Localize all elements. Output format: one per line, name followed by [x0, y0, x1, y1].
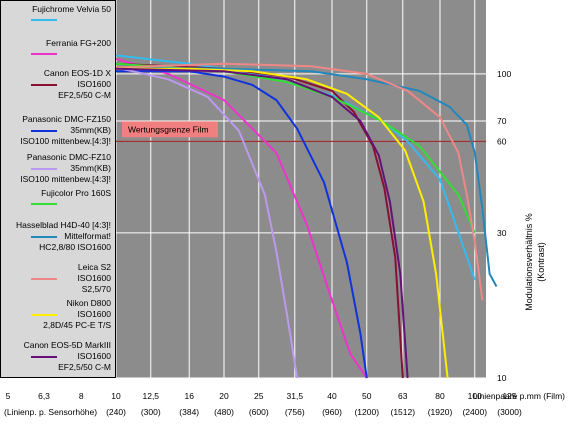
- sensor-tick-label-6: (960): [322, 407, 342, 417]
- legend-entry-0: Fujichrome Velvia 50: [1, 4, 115, 21]
- legend-swatch: [31, 203, 57, 205]
- legend-text: S2,5/70: [81, 284, 111, 294]
- legend-text: 35mm(KB): [70, 163, 111, 173]
- legend-text: ISO100 mittenbew.[4:3]!: [20, 174, 111, 184]
- series-line-9: [115, 67, 409, 379]
- legend-text: ISO1600: [77, 309, 111, 319]
- series-line-1: [115, 57, 368, 379]
- legend-swatch: [31, 130, 57, 132]
- legend-text: ISO1600: [77, 351, 111, 361]
- x-tick-label-13: 100: [468, 391, 482, 401]
- x-tick-label-1: 6,3: [38, 391, 50, 401]
- series-line-8: [116, 67, 449, 379]
- legend-entry-5: Fujicolor Pro 160S: [1, 188, 115, 205]
- legend-text: ISO1600: [77, 273, 111, 283]
- legend-entry-4: Panasonic DMC-FZ10 35mm(KB) ISO100 mittenb…: [1, 152, 115, 185]
- y-axis-label: Modulationsverhältnis %: [524, 213, 534, 311]
- sensor-tick-label-9: (1920): [428, 407, 453, 417]
- x-tick-label-7: 25: [254, 391, 264, 401]
- legend-entry-8: Nikon D800 ISO1600 2,8D/45 PC-E T/S: [1, 298, 115, 331]
- sensor-tick-labels: (240) (300) (384) (480) (600) (756) (960) (1200…: [106, 407, 522, 417]
- legend-text: EF2,5/50 C-M: [58, 362, 111, 372]
- series-lines: [115, 54, 498, 379]
- sensor-tick-label-11: (3000): [497, 407, 522, 417]
- x-tick-label-9: 40: [327, 391, 337, 401]
- x-tick-label-0: 5: [6, 391, 11, 401]
- y-tick-label-4: 10: [497, 373, 507, 383]
- x-tick-label-5: 16: [184, 391, 194, 401]
- y-axis-label-2: (Kontrast): [536, 242, 546, 282]
- x-tick-label-11: 63: [398, 391, 408, 401]
- legend-swatch: [31, 314, 57, 316]
- legend-text: EF2,5/50 C-M: [58, 90, 111, 100]
- legend-text: HC2,8/80 ISO1600: [39, 242, 111, 252]
- y-tick-label-1: 70: [497, 116, 507, 126]
- legend-text: Canon EOS-5D MarkIII: [23, 340, 111, 350]
- series-line-4: [115, 66, 299, 379]
- legend-entry-1: Ferrania FG+200: [1, 38, 115, 55]
- legend-entry-6: Hasselblad H4D-40 [4:3]! Mittelformat! HC2…: [1, 220, 115, 253]
- sensor-tick-label-8: (1512): [390, 407, 415, 417]
- legend-text: ISO100 mittenbew.[4:3]!: [20, 136, 111, 146]
- threshold-label-box: [122, 121, 218, 138]
- legend-text: 2,8D/45 PC-E T/S: [43, 320, 111, 330]
- x-tick-label-8: 31,5: [287, 391, 304, 401]
- threshold-group: Wertungsgrenze Film: [116, 121, 486, 142]
- sensor-tick-label-7: (1200): [354, 407, 379, 417]
- threshold-label: Wertungsgrenze Film: [128, 124, 209, 134]
- sensor-tick-label-5: (756): [285, 407, 305, 417]
- legend-text: Hasselblad H4D-40 [4:3]!: [16, 220, 111, 230]
- legend-text: Nikon D800: [66, 298, 111, 308]
- legend-swatch: [31, 236, 57, 238]
- legend-text: Fujicolor Pro 160S: [41, 188, 111, 198]
- plot-area: [116, 0, 486, 378]
- legend: Fujichrome Velvia 50 Ferrania FG+200 Canon…: [0, 0, 116, 378]
- legend-entry-7: Leica S2 ISO1600 S2,5/70: [1, 262, 115, 295]
- x-tick-label-10: 50: [362, 391, 372, 401]
- y-tick-labels: 100 70 60 30 10: [497, 69, 511, 383]
- sensor-tick-label-0: (240): [106, 407, 126, 417]
- series-line-6: [115, 66, 498, 287]
- legend-text: Ferrania FG+200: [46, 38, 111, 48]
- sensor-tick-label-2: (384): [179, 407, 199, 417]
- series-line-3: [116, 70, 368, 379]
- sensor-tick-label-1: (300): [141, 407, 161, 417]
- series-line-7: [115, 62, 484, 301]
- legend-swatch: [31, 84, 57, 86]
- sensor-tick-label-10: (2400): [462, 407, 487, 417]
- legend-text: Canon EOS-1D X: [43, 68, 111, 78]
- x-tick-label-3: 10: [111, 391, 121, 401]
- legend-swatch: [31, 278, 57, 280]
- sensor-row-label: (Linienp. p. Sensorhöhe): [4, 407, 97, 417]
- legend-entry-3: Panasonic DMC-FZ150 35mm(KB) ISO100 mitten…: [1, 114, 115, 147]
- legend-swatch: [31, 19, 57, 21]
- x-tick-label-14: 125: [502, 391, 516, 401]
- x-tick-label-6: 20: [219, 391, 229, 401]
- x-axis-label: Linienpaare p.mm (Film): [473, 391, 565, 401]
- legend-text: 35mm(KB): [70, 125, 111, 135]
- legend-text: Panasonic DMC-FZ150: [22, 114, 111, 124]
- legend-text: ISO1600: [77, 79, 111, 89]
- legend-entry-9: Canon EOS-5D MarkIII ISO1600 EF2,5/50 C-M: [1, 340, 115, 373]
- legend-swatch: [31, 356, 57, 358]
- x-tick-label-4: 12,5: [142, 391, 159, 401]
- x-tick-labels: 5 6,3 8 10 12,5 16 20 25 31,5 40 50 63 80 100 125: [6, 391, 517, 401]
- y-tick-label-2: 60: [497, 136, 507, 146]
- legend-swatch: [31, 53, 57, 55]
- sensor-tick-label-4: (600): [249, 407, 269, 417]
- sensor-tick-label-3: (480): [214, 407, 234, 417]
- legend-text: Panasonic DMC-FZ10: [26, 152, 111, 162]
- x-tick-label-2: 8: [79, 391, 84, 401]
- legend-text: Mittelformat!: [64, 231, 111, 241]
- legend-entry-2: Canon EOS-1D X ISO1600 EF2,5/50 C-M: [1, 68, 115, 101]
- legend-text: Fujichrome Velvia 50: [32, 4, 111, 14]
- y-tick-label-3: 30: [497, 228, 507, 238]
- legend-swatch: [31, 168, 57, 170]
- legend-text: Leica S2: [77, 262, 111, 272]
- x-tick-label-12: 80: [435, 391, 445, 401]
- y-tick-label-0: 100: [497, 69, 511, 79]
